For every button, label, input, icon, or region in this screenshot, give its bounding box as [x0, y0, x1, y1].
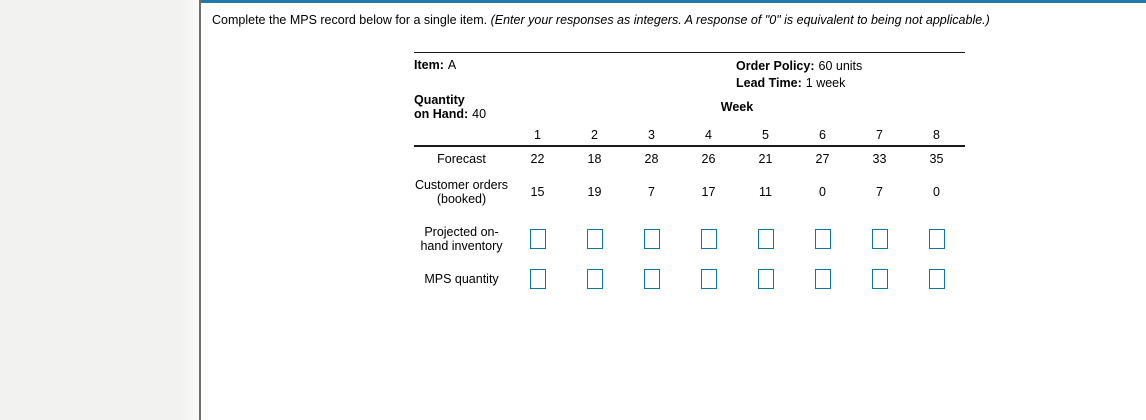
mps-quantity-row: MPS quantity	[414, 262, 965, 295]
projected-inventory-input-w7[interactable]	[871, 229, 888, 249]
customer-orders-value-w7: 7	[876, 185, 883, 199]
week-numbers-row: 1 2 3 4 5 6 7 8	[414, 125, 965, 147]
instruction-main: Complete the MPS record below for a sing…	[212, 13, 491, 27]
forecast-value-w5: 21	[758, 151, 773, 166]
mps-quantity-input-w7[interactable]	[871, 268, 888, 289]
week-number-5: 5	[737, 125, 794, 147]
instruction-text: Complete the MPS record below for a sing…	[212, 13, 1132, 28]
projected-inventory-input-w4[interactable]	[700, 229, 717, 249]
forecast-value-w7: 33	[872, 151, 887, 166]
instruction-note: (Enter your responses as integers. A res…	[490, 13, 990, 27]
week-number-1: 1	[509, 125, 566, 147]
forecast-value-w4: 26	[701, 151, 716, 166]
quantity-on-hand-label-line2: on Hand:	[414, 107, 469, 121]
lead-time-field: Lead Time: 1 week	[736, 75, 862, 92]
forecast-value-w8: 35	[929, 151, 944, 166]
customer-orders-value-w6: 0	[819, 185, 826, 199]
lead-time-value: 1 week	[805, 76, 846, 90]
order-policy-value: 60 units	[818, 59, 863, 73]
week-number-2: 2	[566, 125, 623, 147]
projected-inventory-input-w3[interactable]	[643, 229, 660, 249]
week-number-6: 6	[794, 125, 851, 147]
week-number-4: 4	[680, 125, 737, 147]
mps-quantity-input-w4[interactable]	[700, 268, 717, 289]
mps-record-table: Item: A Order Policy: 60 units Lead Time: 1…	[414, 52, 965, 295]
customer-orders-value-w5: 11	[759, 185, 772, 199]
mps-record-header: Item: A Order Policy: 60 units Lead Time: 1…	[414, 53, 965, 125]
week-number-3: 3	[623, 125, 680, 147]
top-accent-bar	[201, 0, 1146, 3]
mps-grid: 1 2 3 4 5 6 7 8 Forecast 22 18 28 26 21 …	[414, 125, 965, 295]
policy-block: Order Policy: 60 units Lead Time: 1 week	[736, 58, 862, 92]
projected-inventory-input-w8[interactable]	[928, 229, 945, 249]
order-policy-label: Order Policy:	[736, 59, 815, 73]
week-number-7: 7	[851, 125, 908, 147]
forecast-row-label: Forecast	[437, 151, 486, 166]
week-header-label: Week	[720, 100, 754, 114]
quantity-on-hand-field: Quantity on Hand: 40	[414, 93, 486, 121]
projected-inventory-input-w2[interactable]	[586, 229, 603, 249]
forecast-value-w2: 18	[587, 151, 602, 166]
forecast-row: Forecast 22 18 28 26 21 27 33 35	[414, 146, 965, 168]
customer-orders-value-w1: 15	[530, 185, 545, 199]
lead-time-label: Lead Time:	[736, 76, 802, 90]
forecast-value-w3: 28	[644, 151, 659, 166]
projected-inventory-row-label: Projected on-hand inventory	[420, 225, 503, 253]
quantity-on-hand-label-line1: Quantity	[414, 93, 465, 107]
order-policy-field: Order Policy: 60 units	[736, 58, 862, 75]
content-area: Complete the MPS record below for a sing…	[201, 0, 1146, 420]
projected-inventory-input-w5[interactable]	[757, 229, 774, 249]
customer-orders-row-label: Customer orders (booked)	[414, 178, 509, 206]
customer-orders-value-w8: 0	[933, 185, 940, 199]
mps-quantity-row-label: MPS quantity	[424, 271, 499, 286]
mps-quantity-input-w3[interactable]	[643, 268, 660, 289]
customer-orders-row: Customer orders (booked) 15 19 7 17 11 0…	[414, 168, 965, 216]
week-numbers-row-spacer	[414, 125, 509, 147]
item-field: Item: A	[414, 58, 456, 72]
customer-orders-value-w3: 7	[648, 185, 655, 199]
mps-quantity-input-w1[interactable]	[529, 268, 546, 289]
mps-quantity-input-w8[interactable]	[928, 268, 945, 289]
forecast-value-w6: 27	[815, 151, 830, 166]
item-value: A	[447, 58, 457, 72]
mps-quantity-input-w2[interactable]	[586, 268, 603, 289]
quantity-on-hand-value: 40	[472, 107, 487, 121]
mps-quantity-input-w5[interactable]	[757, 268, 774, 289]
item-label: Item:	[414, 58, 444, 72]
customer-orders-value-w4: 17	[701, 185, 716, 199]
left-panel	[0, 0, 201, 420]
week-number-8: 8	[908, 125, 965, 147]
forecast-value-w1: 22	[530, 151, 545, 166]
projected-inventory-row: Projected on-hand inventory	[414, 216, 965, 262]
projected-inventory-input-w1[interactable]	[529, 229, 546, 249]
mps-quantity-input-w6[interactable]	[814, 268, 831, 289]
customer-orders-value-w2: 19	[587, 185, 602, 199]
projected-inventory-input-w6[interactable]	[814, 229, 831, 249]
